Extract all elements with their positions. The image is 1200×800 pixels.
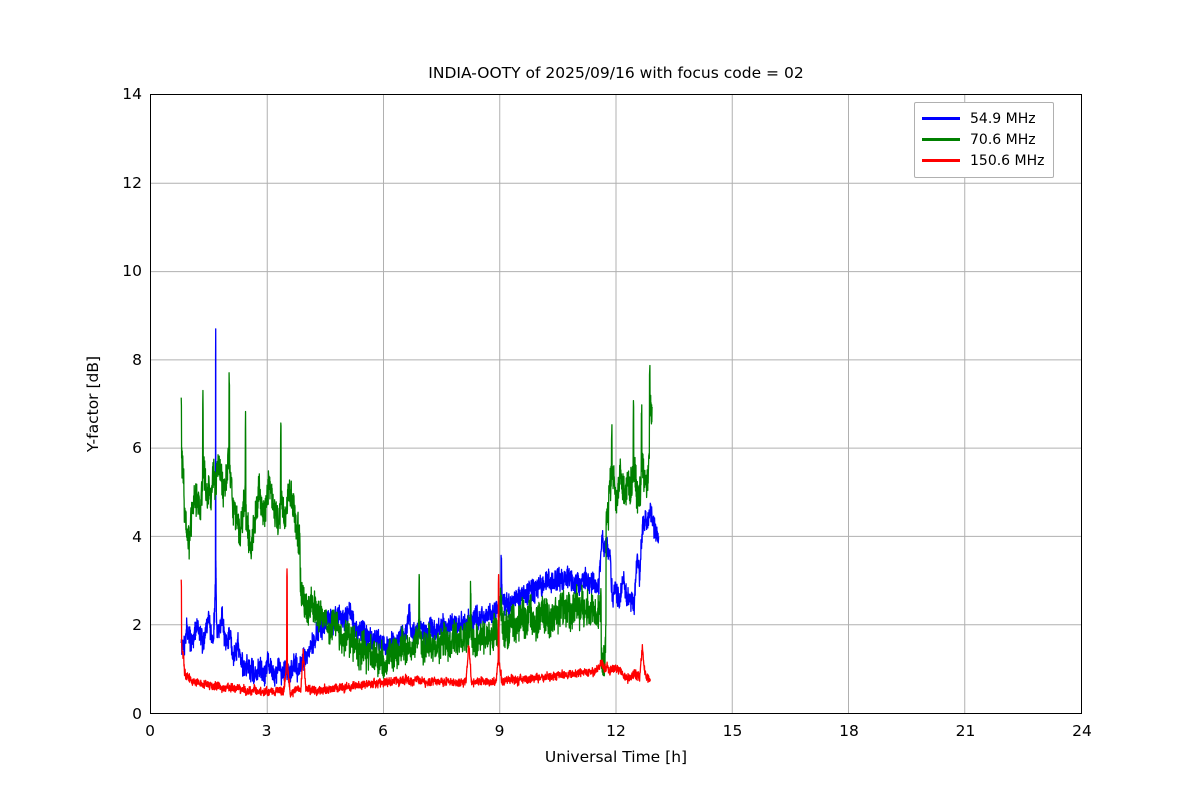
series-line — [180, 568, 651, 698]
x-tick-label: 15 — [722, 722, 743, 740]
x-tick-mark — [150, 713, 151, 714]
y-tick-mark — [150, 94, 151, 95]
x-tick-label: 6 — [378, 722, 388, 740]
plot-area — [150, 94, 1082, 714]
y-tick-mark — [150, 271, 151, 272]
x-tick-mark — [966, 713, 967, 714]
legend-label: 54.9 MHz — [970, 110, 1036, 127]
y-tick-label: 10 — [122, 262, 142, 281]
legend-item[interactable]: 70.6 MHz — [922, 129, 1046, 150]
x-tick-mark — [616, 713, 617, 714]
x-tick-label: 18 — [839, 722, 859, 740]
y-axis-ticks: 0 2 4 6 8 10 12 14 — [102, 85, 142, 723]
data-series-layer — [180, 328, 660, 698]
y-tick-label: 2 — [132, 616, 142, 635]
y-tick-mark — [150, 183, 151, 184]
legend-label: 70.6 MHz — [970, 131, 1036, 148]
y-tick-label: 12 — [122, 173, 142, 192]
x-tick-mark — [500, 713, 501, 714]
x-tick-label: 24 — [1072, 722, 1092, 740]
y-tick-label: 8 — [132, 350, 142, 369]
x-tick-label: 12 — [606, 722, 626, 740]
x-axis-label: Universal Time [h] — [544, 748, 688, 766]
legend-item[interactable]: 150.6 MHz — [922, 150, 1046, 171]
y-tick-mark — [150, 537, 151, 538]
y-tick-label: 4 — [132, 527, 142, 546]
y-tick-label: 0 — [132, 705, 142, 723]
legend-swatch-150-6-mhz — [922, 159, 960, 162]
x-tick-label: 0 — [145, 722, 155, 740]
x-axis-ticks: 0 3 6 9 12 15 18 21 24 — [145, 722, 1092, 750]
y-tick-mark — [150, 626, 151, 627]
grid-lines — [151, 95, 1081, 713]
x-tick-mark — [733, 713, 734, 714]
x-tick-label: 9 — [494, 722, 505, 740]
series-line — [180, 364, 653, 679]
x-tick-mark — [267, 713, 268, 714]
x-tick-mark — [383, 713, 384, 714]
chart-legend: 54.9 MHz 70.6 MHz 150.6 MHz — [914, 102, 1054, 178]
y-tick-mark — [150, 360, 151, 361]
y-tick-label: 6 — [132, 439, 142, 458]
x-tick-label: 21 — [955, 722, 976, 740]
legend-item[interactable]: 54.9 MHz — [922, 108, 1046, 129]
legend-label: 150.6 MHz — [970, 152, 1045, 169]
x-tick-label: 3 — [261, 722, 272, 740]
y-tick-label: 14 — [122, 85, 142, 103]
x-tick-mark — [849, 713, 850, 714]
legend-swatch-70-6-mhz — [922, 138, 960, 141]
legend-swatch-54-9-mhz — [922, 117, 960, 120]
y-tick-mark — [150, 449, 151, 450]
chart-title: INDIA-OOTY of 2025/09/16 with focus code… — [428, 64, 804, 82]
